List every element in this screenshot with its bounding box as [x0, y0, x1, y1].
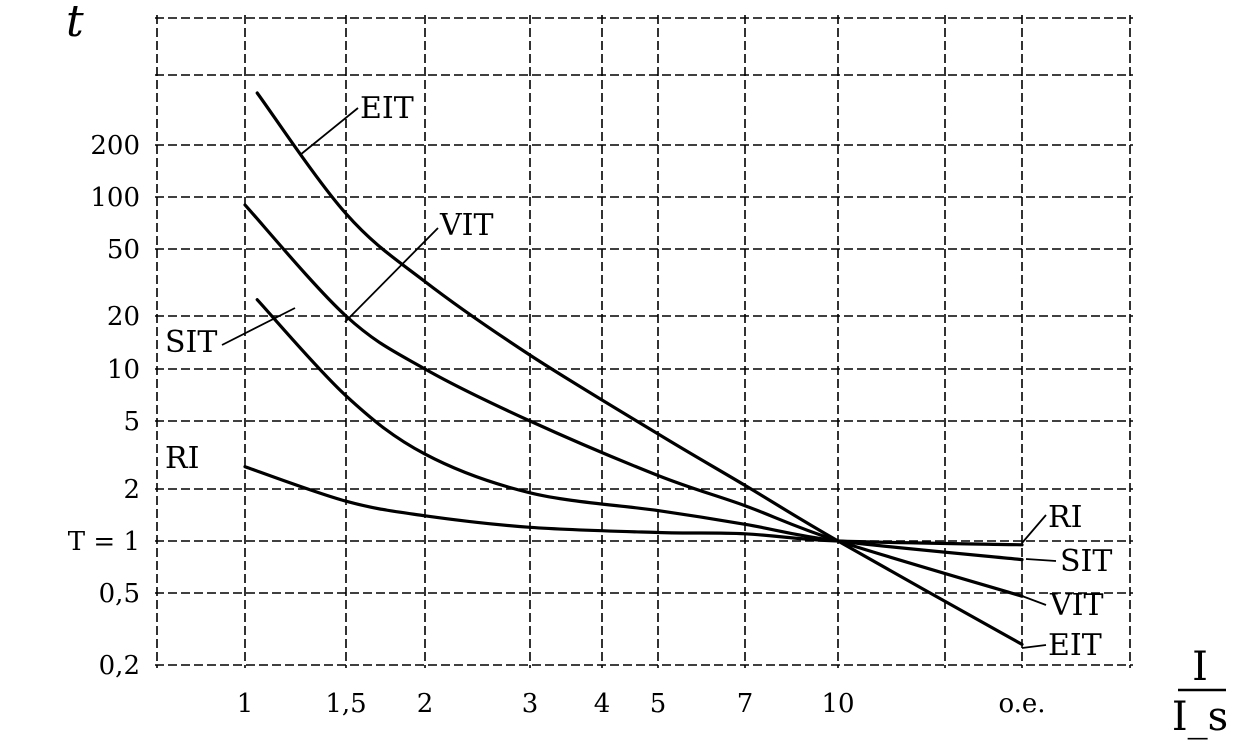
- series-line-vit: [243, 203, 1024, 598]
- series-line-ri: [243, 465, 1024, 547]
- y-tick-label: 200: [90, 131, 140, 161]
- label-right-sit: SIT: [1060, 544, 1112, 579]
- y-tick-label: 0,5: [99, 579, 140, 609]
- chart-grid: [155, 15, 1133, 668]
- y-tick-label: 100: [90, 183, 140, 213]
- x-tick-label: 3: [522, 689, 539, 719]
- left-curve-labels: EIT VIT SIT RI: [165, 91, 494, 476]
- label-right-ri: RI: [1048, 500, 1082, 535]
- y-tick-label: 2: [123, 475, 140, 505]
- label-right-eit: EIT: [1048, 628, 1102, 663]
- y-tick-label: 5: [123, 407, 140, 437]
- label-left-sit: SIT: [165, 325, 217, 360]
- chart-curves: [243, 91, 1024, 646]
- x-tick-label: o.e.: [998, 689, 1045, 719]
- y-tick-label: 20: [107, 302, 140, 332]
- leader-left-sit: [221, 307, 296, 346]
- x-tick-label: 1,5: [325, 689, 366, 719]
- x-axis-label-numerator: I: [1192, 644, 1208, 690]
- leader-right-ri: [1021, 514, 1047, 544]
- chart-tick-labels: 1 1,5 2 3 4 5 7 10 o.e. 0,2 0,5 T = 1 2 5 10 20 50 100 200: [68, 131, 1046, 719]
- x-tick-label: 10: [821, 689, 854, 719]
- x-axis-label: I I_s: [1172, 644, 1228, 740]
- label-left-ri: RI: [165, 441, 199, 476]
- y-tick-label: 50: [107, 235, 140, 265]
- label-right-vit: VIT: [1049, 588, 1104, 623]
- leader-left-eit: [299, 107, 359, 156]
- y-axis-label: t: [66, 0, 84, 47]
- y-tick-label: 0,2: [99, 651, 140, 681]
- leader-left-vit: [344, 227, 439, 323]
- leader-right-sit: [1025, 558, 1057, 562]
- leader-right-vit: [1021, 595, 1047, 606]
- label-left-vit: VIT: [439, 208, 494, 243]
- right-curve-labels: RI SIT VIT EIT: [1021, 500, 1112, 663]
- label-left-eit: EIT: [360, 91, 414, 126]
- x-tick-label: 1: [237, 689, 254, 719]
- x-tick-label: 7: [737, 689, 754, 719]
- y-tick-label: T = 1: [68, 527, 140, 557]
- y-tick-label: 10: [107, 355, 140, 385]
- x-tick-label: 2: [417, 689, 434, 719]
- x-tick-label: 4: [594, 689, 611, 719]
- series-line-eit: [255, 91, 1024, 646]
- x-axis-label-denominator: I_s: [1172, 694, 1228, 740]
- x-tick-label: 5: [650, 689, 667, 719]
- leader-right-eit: [1021, 644, 1047, 649]
